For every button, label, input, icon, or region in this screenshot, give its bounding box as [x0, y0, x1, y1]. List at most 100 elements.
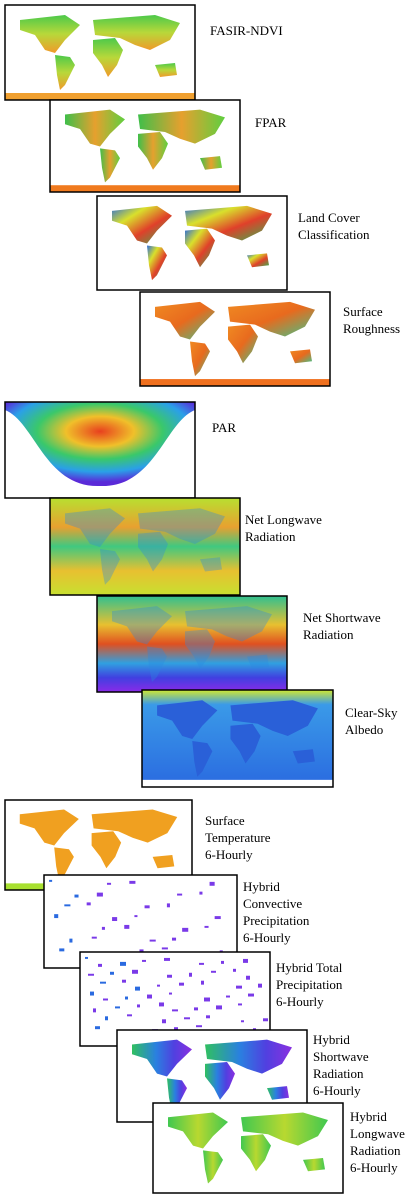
- panel-label: Net Longwave: [245, 512, 322, 527]
- antarctica: [142, 780, 333, 787]
- precip-cell: [95, 1026, 100, 1029]
- precip-cell: [246, 976, 250, 980]
- precip-cell: [172, 938, 176, 941]
- panel-label: Albedo: [345, 722, 383, 737]
- precip-cell: [194, 1007, 198, 1010]
- precip-cell: [211, 971, 216, 973]
- precip-cell: [215, 916, 221, 919]
- precip-cell: [182, 928, 188, 932]
- precip-cell: [216, 1005, 222, 1009]
- precip-cell: [137, 1004, 140, 1007]
- map-panel: [5, 5, 195, 100]
- panel-label: 6-Hourly: [243, 930, 291, 945]
- antarctica: [140, 379, 330, 386]
- precip-cell: [115, 1006, 120, 1008]
- panel-label: Surface: [343, 304, 383, 319]
- precip-cell: [258, 984, 262, 988]
- panel-label: Hybrid Total: [276, 960, 343, 975]
- map-panel: [97, 596, 287, 692]
- precip-cell: [88, 974, 94, 976]
- panel-label: Hybrid: [243, 879, 280, 894]
- precip-cell: [100, 982, 106, 984]
- precip-cell: [233, 969, 236, 972]
- precip-cell: [196, 1025, 202, 1027]
- precip-cell: [64, 904, 70, 906]
- panel-label: Surface: [205, 813, 245, 828]
- precip-cell: [90, 992, 94, 996]
- precip-cell: [142, 960, 146, 962]
- precip-cell: [129, 881, 135, 884]
- panel-label: Hybrid: [313, 1032, 350, 1047]
- map-panel: [5, 402, 195, 498]
- map-panel: [97, 196, 287, 290]
- precip-cell: [97, 893, 103, 897]
- precip-cell: [236, 986, 242, 989]
- map-panel: [142, 690, 333, 787]
- precip-cell: [132, 970, 138, 974]
- precip-cell: [102, 927, 105, 930]
- precip-cell: [127, 1014, 132, 1016]
- panel-label: Longwave: [350, 1126, 405, 1141]
- precip-cell: [248, 994, 254, 997]
- precip-cell: [177, 894, 182, 896]
- precip-cell: [159, 1002, 164, 1006]
- panel-label: Classification: [298, 227, 370, 242]
- precip-cell: [120, 962, 126, 966]
- precip-cell: [87, 902, 91, 905]
- precip-cell: [103, 999, 108, 1001]
- antarctica: [97, 283, 287, 290]
- precip-cell: [169, 993, 172, 995]
- precip-cell: [226, 996, 230, 998]
- precip-cell: [206, 1015, 210, 1018]
- precip-cell: [134, 915, 137, 917]
- precip-cell: [201, 981, 204, 985]
- panel-label: Convective: [243, 896, 302, 911]
- precip-cell: [241, 1020, 244, 1022]
- panel-label: FPAR: [255, 115, 287, 130]
- panel-label: Temperature: [205, 830, 271, 845]
- precip-cell: [172, 1009, 178, 1011]
- precip-cell: [59, 948, 64, 951]
- precip-cell: [124, 925, 129, 929]
- precip-cell: [162, 947, 168, 949]
- map-panel: [50, 100, 240, 192]
- precip-cell: [93, 1008, 96, 1012]
- precip-cell: [189, 973, 192, 977]
- antarctica: [5, 93, 195, 100]
- precip-cell: [243, 959, 248, 963]
- precip-cell: [199, 892, 202, 895]
- panel-label: PAR: [212, 420, 236, 435]
- precip-cell: [167, 903, 170, 907]
- precip-cell: [263, 1018, 268, 1021]
- panel-label: FASIR-NDVI: [210, 23, 283, 38]
- precip-cell: [125, 997, 128, 1000]
- panel-label: Land Cover: [298, 210, 360, 225]
- panel-label: 6-Hourly: [350, 1160, 398, 1175]
- precip-cell: [92, 937, 97, 939]
- precip-cell: [184, 1017, 190, 1019]
- panel-label: 6-Hourly: [313, 1083, 361, 1098]
- panel-label: Radiation: [303, 627, 354, 642]
- panel-label: Clear-Sky: [345, 705, 398, 720]
- figure: FASIR-NDVI FPAR Land Cover Classification Su…: [0, 0, 411, 1195]
- precip-cell: [179, 983, 184, 986]
- precip-cell: [164, 958, 170, 961]
- panel-label: Net Shortwave: [303, 610, 381, 625]
- precip-cell: [199, 963, 204, 965]
- precip-cell: [167, 975, 172, 978]
- precip-cell: [204, 998, 210, 1002]
- precip-cell: [85, 957, 88, 959]
- precip-cell: [210, 882, 215, 886]
- precip-cell: [49, 880, 52, 882]
- precip-cell: [147, 995, 152, 999]
- panel-label: 6-Hourly: [276, 994, 324, 1009]
- map-panel: [140, 292, 330, 386]
- panel-label: Radiation: [313, 1066, 364, 1081]
- precip-cell: [69, 939, 72, 943]
- precip-cell: [162, 1019, 166, 1023]
- precip-cell: [157, 985, 160, 987]
- precip-cell: [122, 980, 126, 983]
- panel-label: Precipitation: [243, 913, 310, 928]
- precip-cell: [135, 987, 140, 991]
- panel-label: Hybrid: [350, 1109, 387, 1124]
